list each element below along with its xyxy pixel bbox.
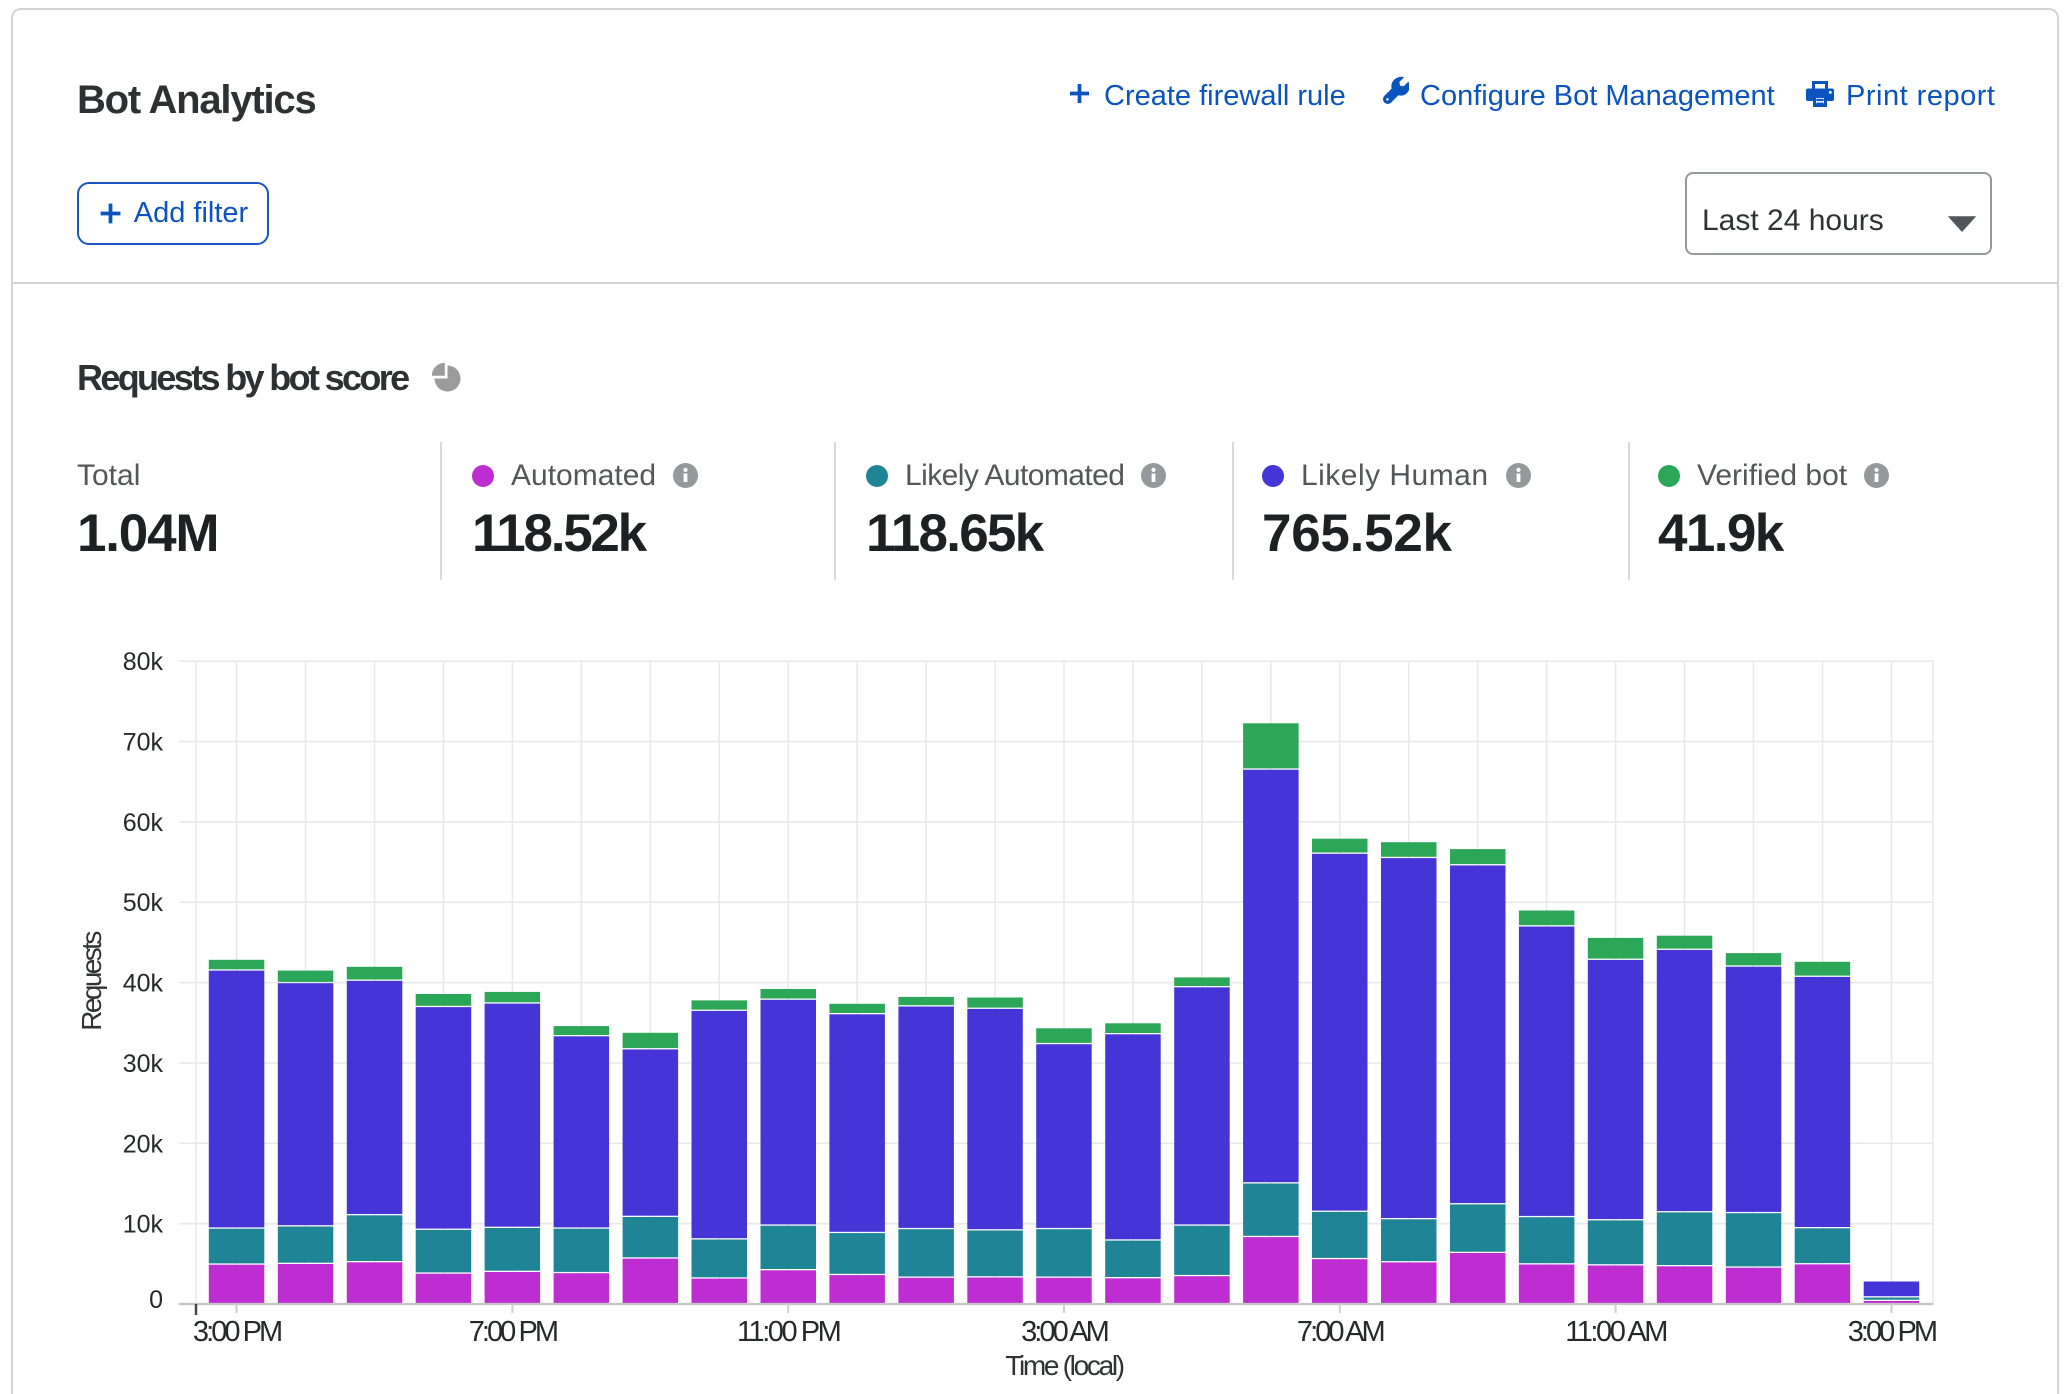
svg-text:7:00 PM: 7:00 PM bbox=[469, 1316, 557, 1348]
svg-text:11:00 PM: 11:00 PM bbox=[737, 1316, 840, 1348]
svg-text:11:00 AM: 11:00 AM bbox=[1565, 1316, 1666, 1348]
svg-text:Time (local): Time (local) bbox=[1005, 1350, 1124, 1381]
svg-text:30k: 30k bbox=[123, 1050, 164, 1078]
svg-text:Requests: Requests bbox=[76, 932, 107, 1031]
svg-text:60k: 60k bbox=[123, 809, 164, 837]
svg-text:70k: 70k bbox=[123, 729, 164, 757]
svg-text:3:00 PM: 3:00 PM bbox=[1848, 1316, 1936, 1348]
svg-text:7:00 AM: 7:00 AM bbox=[1297, 1316, 1384, 1348]
svg-text:20k: 20k bbox=[123, 1130, 164, 1158]
svg-text:3:00 AM: 3:00 AM bbox=[1021, 1316, 1108, 1348]
svg-text:80k: 80k bbox=[123, 648, 164, 676]
svg-text:50k: 50k bbox=[123, 889, 164, 917]
svg-text:3:00 PM: 3:00 PM bbox=[193, 1316, 281, 1348]
svg-text:10k: 10k bbox=[123, 1211, 164, 1239]
svg-text:40k: 40k bbox=[123, 970, 164, 998]
svg-text:0: 0 bbox=[149, 1286, 163, 1314]
